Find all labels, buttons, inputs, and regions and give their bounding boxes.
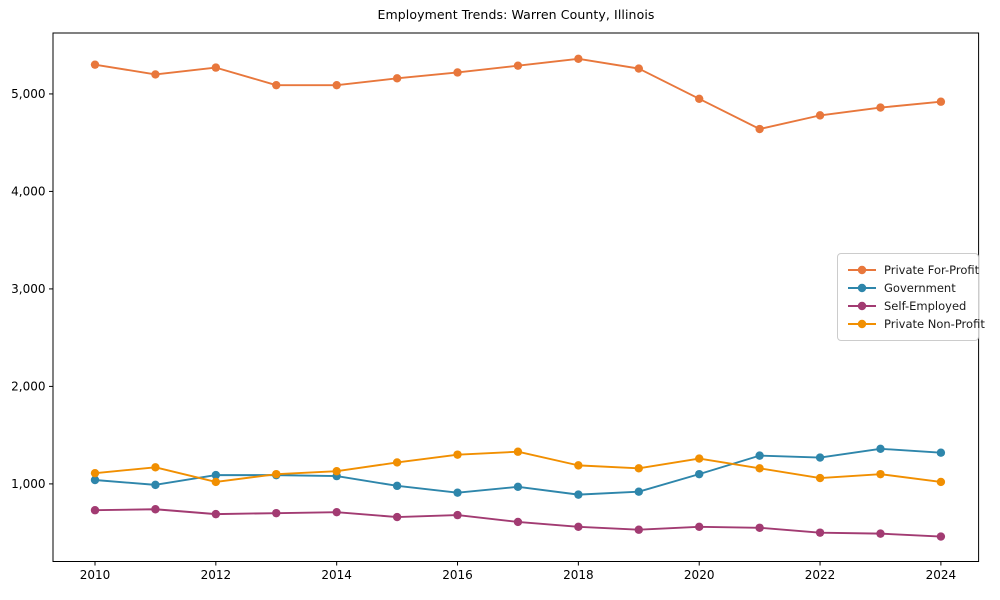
data-point — [392, 74, 402, 83]
data-point — [755, 523, 764, 532]
data-point — [574, 461, 583, 470]
data-point — [815, 528, 825, 537]
data-point — [453, 488, 462, 497]
data-point — [695, 522, 704, 531]
data-point — [695, 94, 704, 104]
data-point — [151, 70, 160, 79]
data-point — [755, 464, 764, 473]
legend-marker-icon — [848, 265, 876, 275]
data-point — [392, 512, 402, 522]
data-point — [815, 453, 825, 462]
data-point — [513, 517, 523, 527]
data-point — [876, 103, 885, 112]
legend-label: Private Non-Profit — [884, 317, 985, 331]
legend-label: Self-Employed — [884, 299, 967, 313]
y-tick-label: 5,000 — [11, 87, 45, 101]
x-tick-label: 2018 — [563, 568, 594, 582]
legend-item-self-employed: Self-Employed — [847, 297, 969, 315]
data-point — [574, 490, 583, 499]
data-point — [90, 468, 100, 478]
legend-label: Private For-Profit — [884, 263, 980, 277]
series-private-for-profit — [90, 54, 946, 134]
data-point — [634, 64, 643, 73]
data-point — [453, 510, 462, 520]
y-tick-label: 2,000 — [11, 379, 45, 393]
data-point — [936, 532, 946, 541]
data-point — [876, 529, 885, 538]
legend-marker-icon — [848, 301, 876, 311]
data-point — [151, 505, 160, 514]
data-point — [332, 467, 341, 476]
data-point — [755, 124, 764, 134]
data-point — [211, 63, 221, 72]
data-point — [513, 482, 523, 492]
data-point — [453, 450, 462, 459]
x-tick-label: 2014 — [321, 568, 352, 582]
data-point — [876, 444, 885, 454]
chart-title: Employment Trends: Warren County, Illino… — [377, 7, 655, 22]
data-point — [332, 80, 341, 90]
data-point — [151, 463, 160, 472]
data-point — [755, 451, 764, 460]
y-axis: 1,000 2,000 3,000 4,000 5,000 — [11, 87, 53, 491]
data-point — [453, 68, 462, 77]
data-point — [90, 60, 100, 69]
x-tick-label: 2010 — [80, 568, 111, 582]
series-self-employed — [90, 505, 946, 541]
data-point — [392, 458, 402, 467]
x-tick-label: 2024 — [926, 568, 957, 582]
data-point — [513, 61, 523, 70]
data-point — [211, 470, 221, 480]
data-point — [90, 506, 100, 515]
data-point — [634, 464, 643, 473]
x-tick-label: 2022 — [805, 568, 836, 582]
legend-item-private-for-profit: Private For-Profit — [847, 261, 979, 279]
y-tick-label: 3,000 — [11, 282, 45, 296]
data-point — [151, 480, 160, 490]
data-point — [574, 522, 583, 531]
data-point — [695, 454, 704, 463]
data-point — [815, 111, 825, 120]
data-point — [392, 481, 402, 491]
data-point — [936, 97, 946, 106]
series-private-non-profit — [90, 447, 946, 487]
y-tick-label: 1,000 — [11, 477, 45, 491]
legend-item-private-non-profit: Private Non-Profit — [847, 315, 985, 333]
data-point — [211, 477, 221, 487]
legend-label: Government — [884, 281, 956, 295]
data-point — [876, 469, 885, 479]
data-point — [272, 508, 281, 518]
data-point — [90, 475, 100, 485]
y-tick-label: 4,000 — [11, 184, 45, 198]
data-point — [332, 507, 341, 517]
data-point — [211, 509, 221, 519]
data-point — [936, 448, 946, 457]
x-tick-label: 2012 — [201, 568, 232, 582]
data-point — [513, 447, 523, 456]
data-point — [815, 473, 825, 483]
x-tick-label: 2016 — [442, 568, 473, 582]
series-line — [94, 450, 942, 483]
data-point — [634, 487, 643, 496]
data-point — [272, 80, 281, 90]
data-point — [695, 469, 704, 479]
data-point — [634, 525, 643, 534]
data-point — [574, 54, 583, 64]
data-point — [272, 469, 281, 479]
legend-marker-icon — [848, 319, 876, 329]
legend-marker-icon — [848, 283, 876, 293]
x-axis: 2010 2012 2014 2016 2018 2020 2022 2024 — [80, 561, 957, 582]
legend-item-government: Government — [847, 279, 969, 297]
legend: Private For-Profit Government Self-Employe… — [837, 253, 985, 341]
x-tick-label: 2020 — [684, 568, 715, 582]
data-point — [936, 477, 946, 487]
